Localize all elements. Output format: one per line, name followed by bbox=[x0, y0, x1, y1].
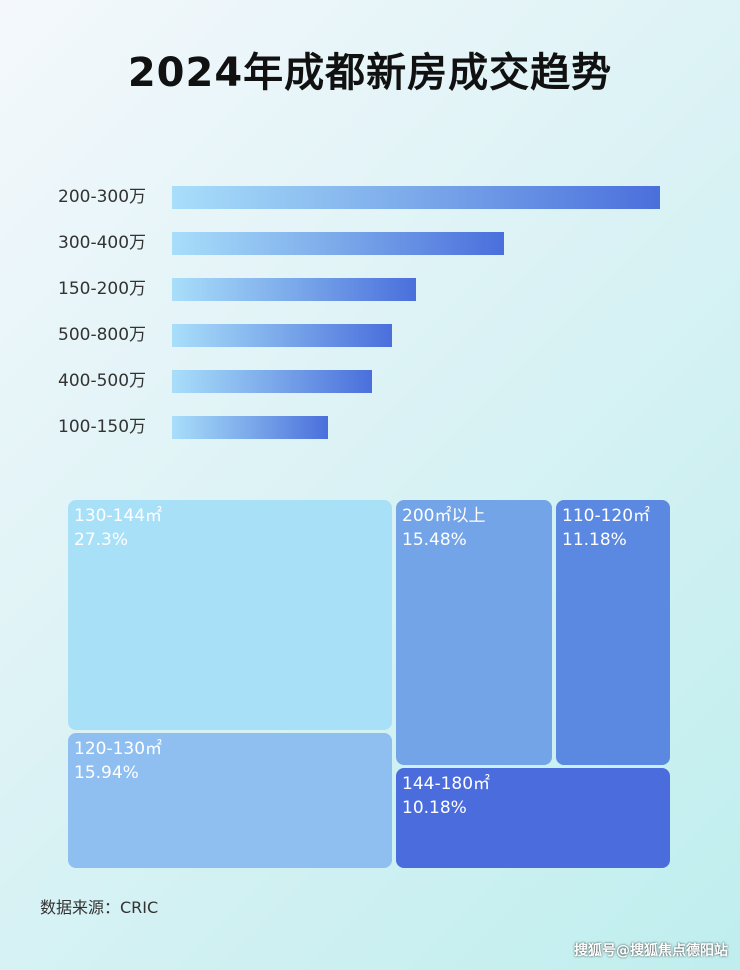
bar bbox=[172, 324, 392, 347]
tile-label: 120-130㎡ bbox=[74, 739, 163, 759]
tile-label: 130-144㎡ bbox=[74, 506, 163, 526]
bar-label: 400-500万 bbox=[58, 371, 147, 391]
tile-value: 10.18% bbox=[402, 798, 467, 818]
tile-label: 110-120㎡ bbox=[562, 506, 651, 526]
bar-label: 150-200万 bbox=[58, 279, 147, 299]
tile-value: 15.94% bbox=[74, 763, 139, 783]
bar-label: 300-400万 bbox=[58, 233, 147, 253]
tile-label: 200㎡以上 bbox=[402, 506, 486, 526]
bar bbox=[172, 370, 373, 393]
bar bbox=[172, 186, 660, 209]
watermark: 搜狐号@搜狐焦点德阳站 bbox=[574, 943, 728, 959]
treemap-tile: 200㎡以上 15.48% bbox=[396, 500, 552, 765]
bar bbox=[172, 416, 329, 439]
bar-label: 200-300万 bbox=[58, 187, 147, 207]
bar-label: 100-150万 bbox=[58, 417, 147, 437]
tile-value: 11.18% bbox=[562, 530, 627, 550]
bar-label: 500-800万 bbox=[58, 325, 147, 345]
tile-value: 15.48% bbox=[402, 530, 467, 550]
treemap-tile: 110-120㎡ 11.18% bbox=[556, 500, 670, 765]
treemap-tile: 144-180㎡ 10.18% bbox=[396, 768, 670, 868]
tile-label: 144-180㎡ bbox=[402, 774, 491, 794]
chart-title: 2024年成都新房成交趋势 bbox=[127, 50, 613, 96]
treemap-tile: 120-130㎡ 15.94% bbox=[68, 733, 392, 868]
bar bbox=[172, 232, 504, 255]
data-source: 数据来源：CRIC bbox=[40, 898, 159, 917]
tile-value: 27.3% bbox=[74, 530, 129, 550]
treemap-tile: 130-144㎡ 27.3% bbox=[68, 500, 392, 730]
bar bbox=[172, 278, 416, 301]
